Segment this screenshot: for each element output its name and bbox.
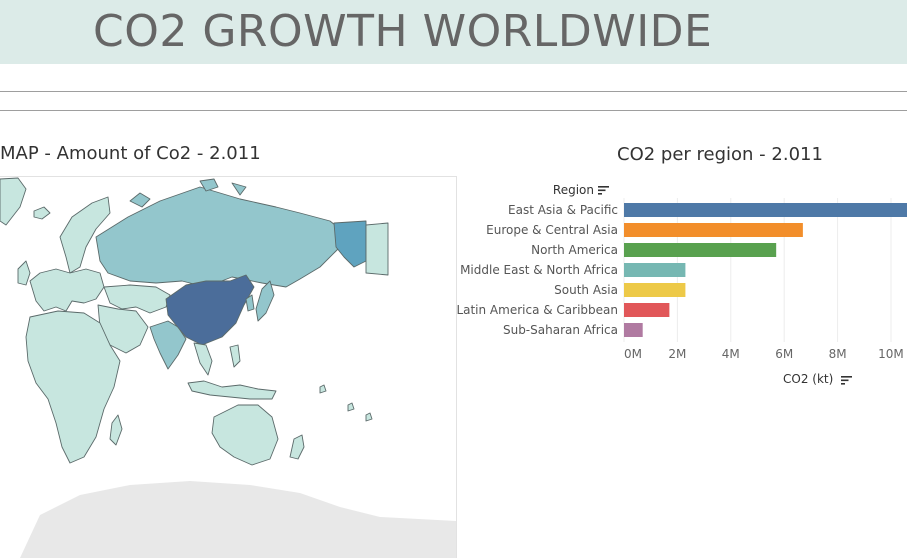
map-russia: [95, 186, 351, 288]
map-africa: [25, 310, 121, 464]
category-label: Europe & Central Asia: [486, 223, 618, 237]
x-axis-title[interactable]: CO2 (kt): [783, 372, 853, 386]
x-tick-label: 6M: [775, 347, 793, 361]
map-china: [165, 274, 255, 346]
bar[interactable]: [624, 303, 670, 317]
region-sort-icon[interactable]: [598, 186, 609, 195]
header-band: [0, 0, 907, 64]
map-iceland: [33, 206, 51, 220]
map-central-asia: [103, 284, 171, 314]
bar[interactable]: [624, 243, 777, 257]
map-greenland: [0, 177, 27, 226]
divider-top: [0, 91, 907, 92]
map-new-zealand: [289, 434, 305, 460]
divider-bottom: [0, 110, 907, 111]
map-europe: [29, 268, 105, 312]
map-india: [149, 320, 187, 370]
region-bar-chart: Region East Asia & Pacific Europe & Centra…: [456, 183, 907, 361]
category-label: South Asia: [554, 283, 618, 297]
map-canvas: [0, 177, 456, 558]
bar[interactable]: [624, 203, 907, 217]
x-tick-label: 8M: [829, 347, 847, 361]
category-label: Latin America & Caribbean: [456, 303, 618, 317]
map-title: MAP - Amount of Co2 - 2.011: [0, 143, 261, 164]
map-alaska: [333, 220, 367, 268]
map-indonesia: [187, 380, 277, 400]
map-philippines: [229, 344, 241, 368]
map-australia: [211, 404, 279, 466]
category-label: Sub-Saharan Africa: [503, 323, 618, 337]
bar[interactable]: [624, 323, 643, 337]
x-tick-label: 0M: [624, 347, 642, 361]
map-antarctica: [20, 481, 456, 558]
map-canada: [365, 222, 389, 276]
map-japan: [255, 280, 275, 322]
map-uk: [17, 260, 31, 286]
dimension-header[interactable]: Region: [553, 183, 594, 197]
x-axis-label: CO2 (kt): [783, 372, 834, 386]
map-arctic-islands: [129, 178, 247, 208]
map-pacific-islands: [319, 384, 373, 422]
world-map[interactable]: [0, 176, 457, 558]
map-madagascar: [109, 414, 123, 446]
map-korea: [245, 294, 255, 312]
x-tick-label: 10M: [878, 347, 904, 361]
bar[interactable]: [624, 223, 803, 237]
sort-icon[interactable]: [841, 375, 853, 385]
x-tick-label: 4M: [722, 347, 740, 361]
category-label: North America: [531, 243, 618, 257]
category-label: Middle East & North Africa: [460, 263, 618, 277]
map-scandinavia: [59, 196, 111, 274]
bar[interactable]: [624, 263, 686, 277]
page-title: CO2 GROWTH WORLDWIDE: [93, 6, 713, 57]
map-se-asia: [193, 342, 213, 376]
category-label: East Asia & Pacific: [508, 203, 618, 217]
bar[interactable]: [624, 283, 686, 297]
chart-title: CO2 per region - 2.011: [617, 144, 823, 165]
x-tick-label: 2M: [668, 347, 686, 361]
